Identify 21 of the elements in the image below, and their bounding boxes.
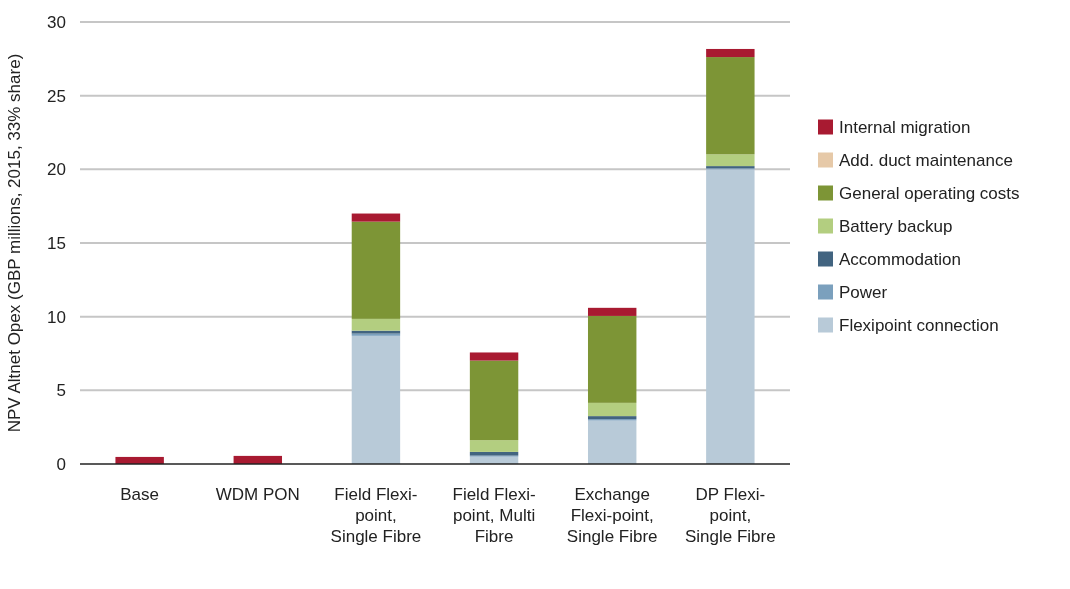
legend-label: Add. duct maintenance (839, 151, 1013, 171)
legend-label: Battery backup (839, 217, 953, 237)
legend-label: Internal migration (839, 118, 971, 138)
x-tick-label: Base (120, 485, 160, 504)
y-tick-label: 15 (47, 233, 66, 253)
y-tick-label: 10 (47, 307, 66, 327)
y-tick-label: 0 (56, 454, 66, 474)
x-tick-label: Field Flexi-point, Single Fibre (330, 485, 422, 546)
legend-label: Power (839, 283, 888, 303)
x-tick-label: Exchange Flexi-point, Single Fibre (566, 485, 658, 546)
x-tick-label: DP Flexi-point, Single Fibre (684, 485, 776, 546)
legend-label: Flexipoint connection (839, 316, 999, 336)
y-tick-label: 5 (56, 381, 66, 401)
y-tick-label: 30 (47, 12, 66, 32)
x-tick-label: Field Flexi-point, Multi Fibre (452, 485, 536, 546)
y-tick-label: 25 (47, 86, 66, 106)
legend-label: Accommodation (839, 250, 961, 270)
y-axis-title: NPV Altnet Opex (GBP millions, 2015, 33% share) (5, 53, 24, 433)
x-tick-label: WDM PON (215, 485, 300, 504)
legend-label: General operating costs (839, 184, 1020, 204)
y-tick-label: 20 (47, 160, 66, 180)
